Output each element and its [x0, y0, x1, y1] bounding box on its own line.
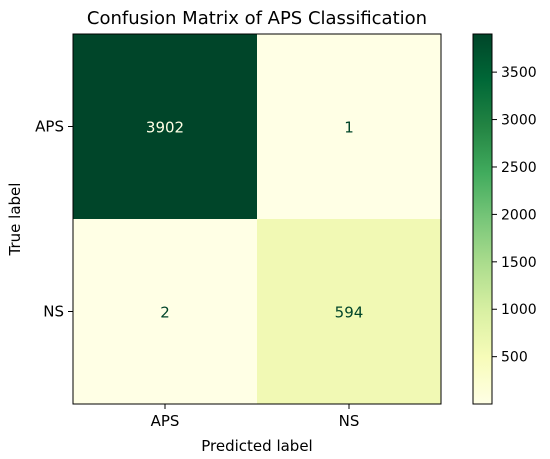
- matrix-cell: [73, 219, 257, 404]
- x-axis-label: Predicted label: [201, 437, 312, 455]
- colorbar-tick-label: 1000: [501, 302, 537, 318]
- matrix-cell: [257, 34, 441, 219]
- y-axis-label: True label: [6, 183, 24, 257]
- colorbar-ticks: 500 1000 1500 2000 2500 3000 3500: [492, 65, 537, 366]
- colorbar-tick-label: 500: [501, 350, 528, 366]
- matrix-cells: 3902 1 2 594: [73, 34, 441, 404]
- matrix-cell: [257, 219, 441, 404]
- cell-value-label: 3902: [146, 119, 184, 137]
- colorbar-tick-label: 3000: [501, 113, 537, 129]
- x-tick-label: NS: [339, 412, 360, 430]
- colorbar-tick-label: 2500: [501, 160, 537, 176]
- x-tick-label: APS: [151, 412, 180, 430]
- colorbar-tick-label: 3500: [501, 65, 537, 81]
- y-axis-ticks: APS NS: [35, 118, 73, 321]
- plot-frame: [72, 33, 442, 405]
- cell-value-label: 1: [344, 119, 354, 137]
- x-axis-ticks: APS NS: [151, 404, 360, 430]
- colorbar-tick-label: 1500: [501, 255, 537, 271]
- matrix-cell: [73, 34, 257, 219]
- cell-value-label: 594: [335, 304, 364, 322]
- y-tick-label: NS: [43, 303, 64, 321]
- colorbar-tick-label: 2000: [501, 207, 537, 223]
- chart-title: Confusion Matrix of APS Classification: [87, 8, 427, 29]
- y-tick-label: APS: [35, 118, 64, 136]
- colorbar: [472, 33, 493, 405]
- cell-value-label: 2: [160, 304, 170, 322]
